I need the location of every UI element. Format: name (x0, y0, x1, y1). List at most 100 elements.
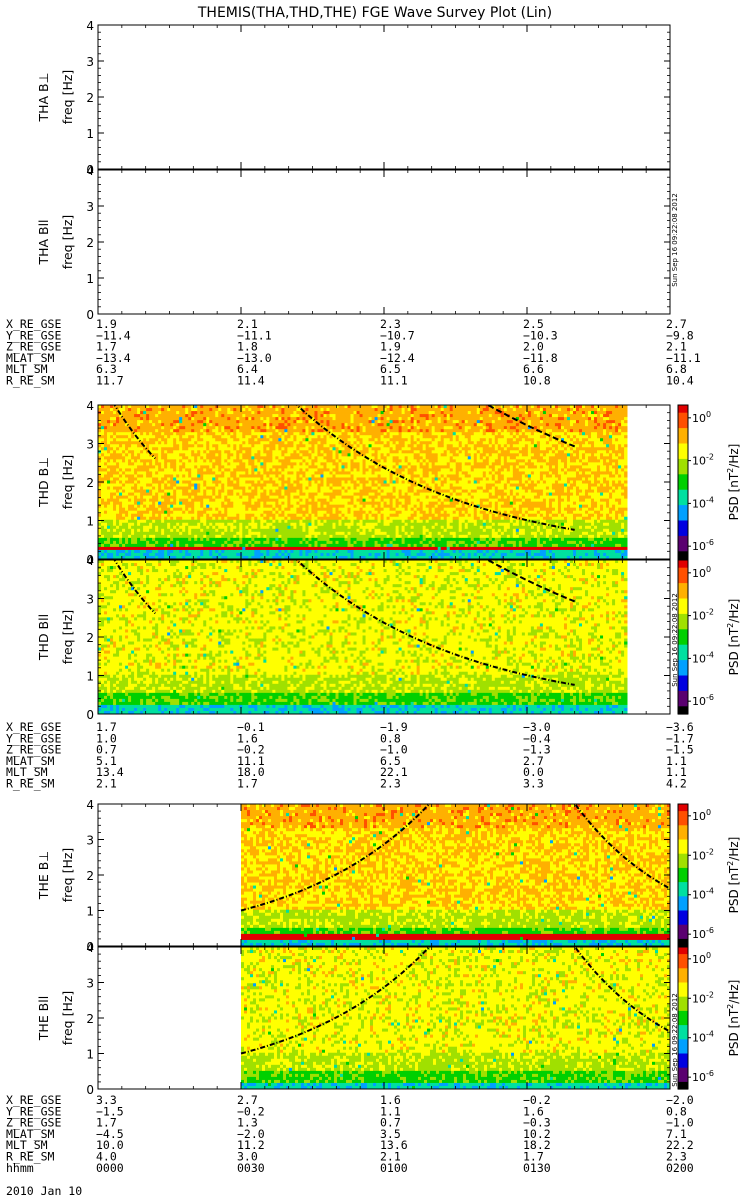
ephemeris-table-thd: X_RE_GSE 1.7 −0.1 −1.9 −3.0 −3.6Y_RE_GSE 1.0 1.… (6, 720, 694, 791)
ephemeris-value: −10.3 (523, 328, 558, 342)
ephemeris-value: −2.0 (237, 1127, 265, 1141)
ephemeris-value: 11.7 (96, 374, 124, 388)
ephemeris-value: −1.0 (666, 1116, 694, 1130)
frequency-curves-thd-bperp (113, 405, 576, 531)
ephemeris-value: 11.2 (237, 1138, 265, 1152)
ephemeris-value: 1.1 (380, 1104, 401, 1118)
ephemeris-value: 10.4 (666, 374, 694, 388)
ephemeris-value: 1.1 (666, 765, 687, 779)
ephemeris-value: 6.3 (96, 362, 117, 376)
y-tick-label: 2 (86, 91, 94, 105)
ephemeris-row-label: MLT_SM (6, 362, 48, 376)
y-tick-label: 3 (86, 593, 94, 607)
colorbar-tick-label: 10-2 (692, 608, 714, 623)
y-tick-label: 4 (86, 798, 94, 812)
ephemeris-value: 5.1 (96, 754, 117, 768)
colorbar-label: PSD [nT2/Hz] (726, 444, 741, 521)
frequency-curves-thd-bpar (113, 560, 576, 686)
ephemeris-value: 1.7 (523, 1150, 544, 1164)
panel-label: THD Bll (36, 614, 51, 661)
colorbar-tick-label: 10-4 (692, 887, 714, 902)
ephemeris-value: −11.4 (96, 328, 131, 342)
ephemeris-value: 1.6 (237, 731, 258, 745)
ephemeris-row-label: Y_RE_GSE (6, 731, 61, 745)
panel-label: THA B⊥ (36, 72, 51, 122)
ephemeris-row-label: Y_RE_GSE (6, 328, 61, 342)
colorbar-thd-bpar (677, 559, 689, 715)
ephemeris-value: −0.4 (523, 731, 551, 745)
ephemeris-value: −3.6 (666, 720, 694, 734)
ephemeris-row-label: Z_RE_GSE (6, 340, 61, 354)
spectrogram-thd-bperp (98, 405, 628, 559)
ephemeris-value: 3.0 (237, 1150, 258, 1164)
ephemeris-row-label: Y_RE_GSE (6, 1104, 61, 1118)
y-axis-label: freq [Hz] (60, 610, 75, 665)
curve-dashed (486, 560, 576, 603)
spectrogram-the-bperp (241, 804, 670, 946)
panel-label: THE B⊥ (36, 851, 51, 900)
colorbar-the-bperp (677, 803, 689, 947)
ephemeris-value: 0130 (523, 1161, 551, 1175)
ephemeris-value: 1.7 (96, 1116, 117, 1130)
ephemeris-value: −1.9 (380, 720, 408, 734)
ephemeris-row-label: R_RE_SM (6, 777, 55, 791)
y-tick-label: 1 (86, 272, 94, 286)
y-tick-label: 2 (86, 1012, 94, 1026)
ephemeris-value: −13.0 (237, 351, 272, 365)
panel-label: THD B⊥ (36, 457, 51, 508)
y-tick-label: 0 (86, 308, 94, 322)
colorbar-tick-label: 10-2 (692, 990, 714, 1005)
ephemeris-value: 2.7 (237, 1093, 258, 1107)
y-tick-label: 1 (86, 905, 94, 919)
ephemeris-value: 2.1 (237, 317, 258, 331)
colorbar-tick-label: 10-6 (692, 538, 714, 553)
curve-rising (240, 947, 431, 1055)
ephemeris-row-label: MLT_SM (6, 1138, 48, 1152)
y-tick-label: 3 (86, 438, 94, 452)
ephemeris-value: 0000 (96, 1161, 124, 1175)
ephemeris-value: 3.3 (96, 1093, 117, 1107)
y-axis-label: freq [Hz] (60, 70, 75, 125)
ephemeris-row-label: MLAT_SM (6, 754, 55, 768)
ephemeris-value: 10.2 (523, 1127, 551, 1141)
colorbar-tick-label: 10-4 (692, 650, 714, 665)
ephemeris-value: −0.3 (523, 1116, 551, 1130)
ephemeris-row-label: hhmm (6, 1161, 34, 1175)
y-tick-label: 1 (86, 515, 94, 529)
colorbar-thd-bperp (677, 404, 689, 560)
ephemeris-value: −3.0 (523, 720, 551, 734)
ephemeris-value: −0.2 (237, 743, 265, 757)
ephemeris-value: 6.6 (523, 362, 544, 376)
ephemeris-value: 2.1 (96, 777, 117, 791)
ephemeris-row-label: X_RE_GSE (6, 317, 61, 331)
ephemeris-table-tha: X_RE_GSE 1.9 2.1 2.3 2.5 2.7 Y_RE_GSE −11.4 −11.… (6, 317, 701, 388)
ephemeris-value: 10.0 (96, 1138, 124, 1152)
spectrogram-the-bpar (241, 947, 670, 1089)
ephemeris-value: 11.4 (237, 374, 265, 388)
frequency-curves-the-bpar (240, 947, 670, 1055)
ephemeris-value: 10.8 (523, 374, 551, 388)
ephemeris-value: 0.8 (666, 1104, 687, 1118)
y-tick-label: 2 (86, 869, 94, 883)
ephemeris-value: 1.6 (380, 1093, 401, 1107)
curve-dashdot (295, 405, 575, 531)
ephemeris-value: 7.1 (666, 1127, 687, 1141)
ephemeris-value: 2.7 (523, 754, 544, 768)
ephemeris-value: 2.5 (523, 317, 544, 331)
y-tick-label: 2 (86, 236, 94, 250)
panel-the-bperp (97, 803, 671, 947)
panel-frame (97, 169, 671, 315)
ephemeris-value: 13.4 (96, 765, 124, 779)
colorbar-tick-label: 10-2 (692, 847, 714, 862)
curve-falling (573, 804, 670, 890)
curve-falling (573, 947, 670, 1033)
ephemeris-row-label: MLT_SM (6, 765, 48, 779)
ephemeris-value: −11.1 (237, 328, 272, 342)
axes-layer: 0 1 2 3 4 THA B⊥ freq [Hz] 0 1 2 3 4 THA Bll freq [Hz… (36, 19, 679, 1097)
ephemeris-value: 2.1 (666, 340, 687, 354)
ephemeris-value: −4.5 (96, 1127, 124, 1141)
curve-dashed (486, 405, 576, 448)
ephemeris-value: −12.4 (380, 351, 415, 365)
ephemeris-row-label: R_RE_SM (6, 374, 55, 388)
ephemeris-table-the: X_RE_GSE 3.3 2.7 1.6 −0.2 −2.0Y_RE_GSE −1.5 −0.… (6, 1093, 694, 1175)
